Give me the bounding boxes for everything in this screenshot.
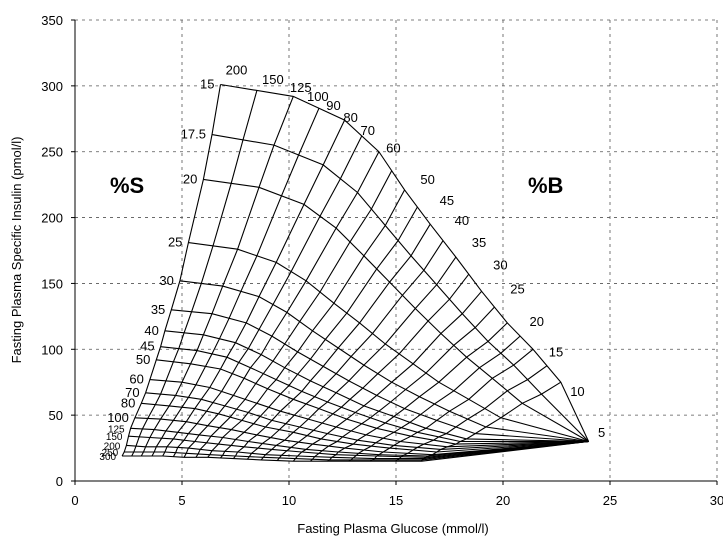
insulin-sensitivity-label-100: 100 <box>107 410 129 425</box>
beta-function-label-30: 30 <box>493 258 507 273</box>
insulin-sensitivity-label-17.5: 17.5 <box>181 127 206 142</box>
insulin-sensitivity-label-15: 15 <box>200 77 214 92</box>
x-tick-label: 30 <box>710 493 723 508</box>
beta-function-label-15: 15 <box>549 345 563 360</box>
x-tick-label: 20 <box>496 493 510 508</box>
beta-function-curve-mid-3 <box>196 171 392 458</box>
beta-function-curve-5 <box>233 224 430 458</box>
beta-function-label-10: 10 <box>570 384 584 399</box>
beta-function-label-90: 90 <box>326 98 340 113</box>
x-tick-label: 10 <box>282 493 296 508</box>
insulin-sensitivity-label-35: 35 <box>151 302 165 317</box>
y-tick-label: 250 <box>41 145 63 160</box>
beta-function-label-40: 40 <box>455 213 469 228</box>
curve-labels: 1517.52025303540455060708010012515020025… <box>99 63 605 463</box>
beta-function-curve-8 <box>328 323 508 461</box>
x-tick-label: 25 <box>603 493 617 508</box>
insulin-sensitivity-label-300: 300 <box>99 452 116 463</box>
y-tick-label: 0 <box>56 474 63 489</box>
beta-function-curve-mid-0 <box>132 91 257 457</box>
beta-function-curve-mid-1 <box>152 108 319 456</box>
x-tick-label: 0 <box>71 493 78 508</box>
beta-function-curve-4 <box>208 190 405 457</box>
insulin-sensitivity-curve-30 <box>180 281 589 442</box>
x-axis-label: Fasting Plasma Glucose (mmol/l) <box>297 521 488 536</box>
x-tick-label: 5 <box>178 493 185 508</box>
grid-lines <box>75 20 717 481</box>
insulin-sensitivity-curve-35 <box>171 310 588 442</box>
beta-function-label-50: 50 <box>420 172 434 187</box>
insulin-sensitivity-label-40: 40 <box>144 323 158 338</box>
insulin-sensitivity-curve-40 <box>165 331 589 442</box>
beta-function-label-60: 60 <box>386 140 400 155</box>
beta-function-curve-mid-5 <box>247 241 443 460</box>
insulin-sensitivity-label-25: 25 <box>168 235 182 250</box>
beta-function-label-25: 25 <box>510 281 524 296</box>
beta-function-curve-mid-4 <box>221 207 418 458</box>
y-tick-label: 200 <box>41 211 63 226</box>
beta-function-curve-mid-7 <box>310 307 494 461</box>
beta-function-label-45: 45 <box>440 193 454 208</box>
y-tick-label: 150 <box>41 276 63 291</box>
y-tick-label: 100 <box>41 342 63 357</box>
x-tick-label: 15 <box>389 493 403 508</box>
insulin-sensitivity-label-20: 20 <box>183 171 197 186</box>
beta-function-label-150: 150 <box>262 72 284 87</box>
region-label-s: %S <box>110 173 144 198</box>
y-axis-label: Fasting Plasma Specific Insulin (pmol/l) <box>9 137 24 364</box>
beta-function-label-80: 80 <box>343 110 357 125</box>
y-tick-label: 300 <box>41 79 63 94</box>
beta-function-label-70: 70 <box>360 123 374 138</box>
beta-function-curve-6 <box>261 257 456 460</box>
y-tick-label: 350 <box>41 13 63 28</box>
beta-function-label-20: 20 <box>530 314 544 329</box>
beta-function-label-200: 200 <box>226 63 248 78</box>
beta-function-label-5: 5 <box>598 425 605 440</box>
region-label-b: %B <box>528 173 563 198</box>
y-tick-label: 50 <box>49 408 63 423</box>
insulin-sensitivity-label-30: 30 <box>159 273 173 288</box>
insulin-sensitivity-label-80: 80 <box>121 395 135 410</box>
beta-function-curve-mid-6 <box>277 274 469 460</box>
insulin-sensitivity-label-50: 50 <box>136 352 150 367</box>
beta-function-label-35: 35 <box>472 235 486 250</box>
